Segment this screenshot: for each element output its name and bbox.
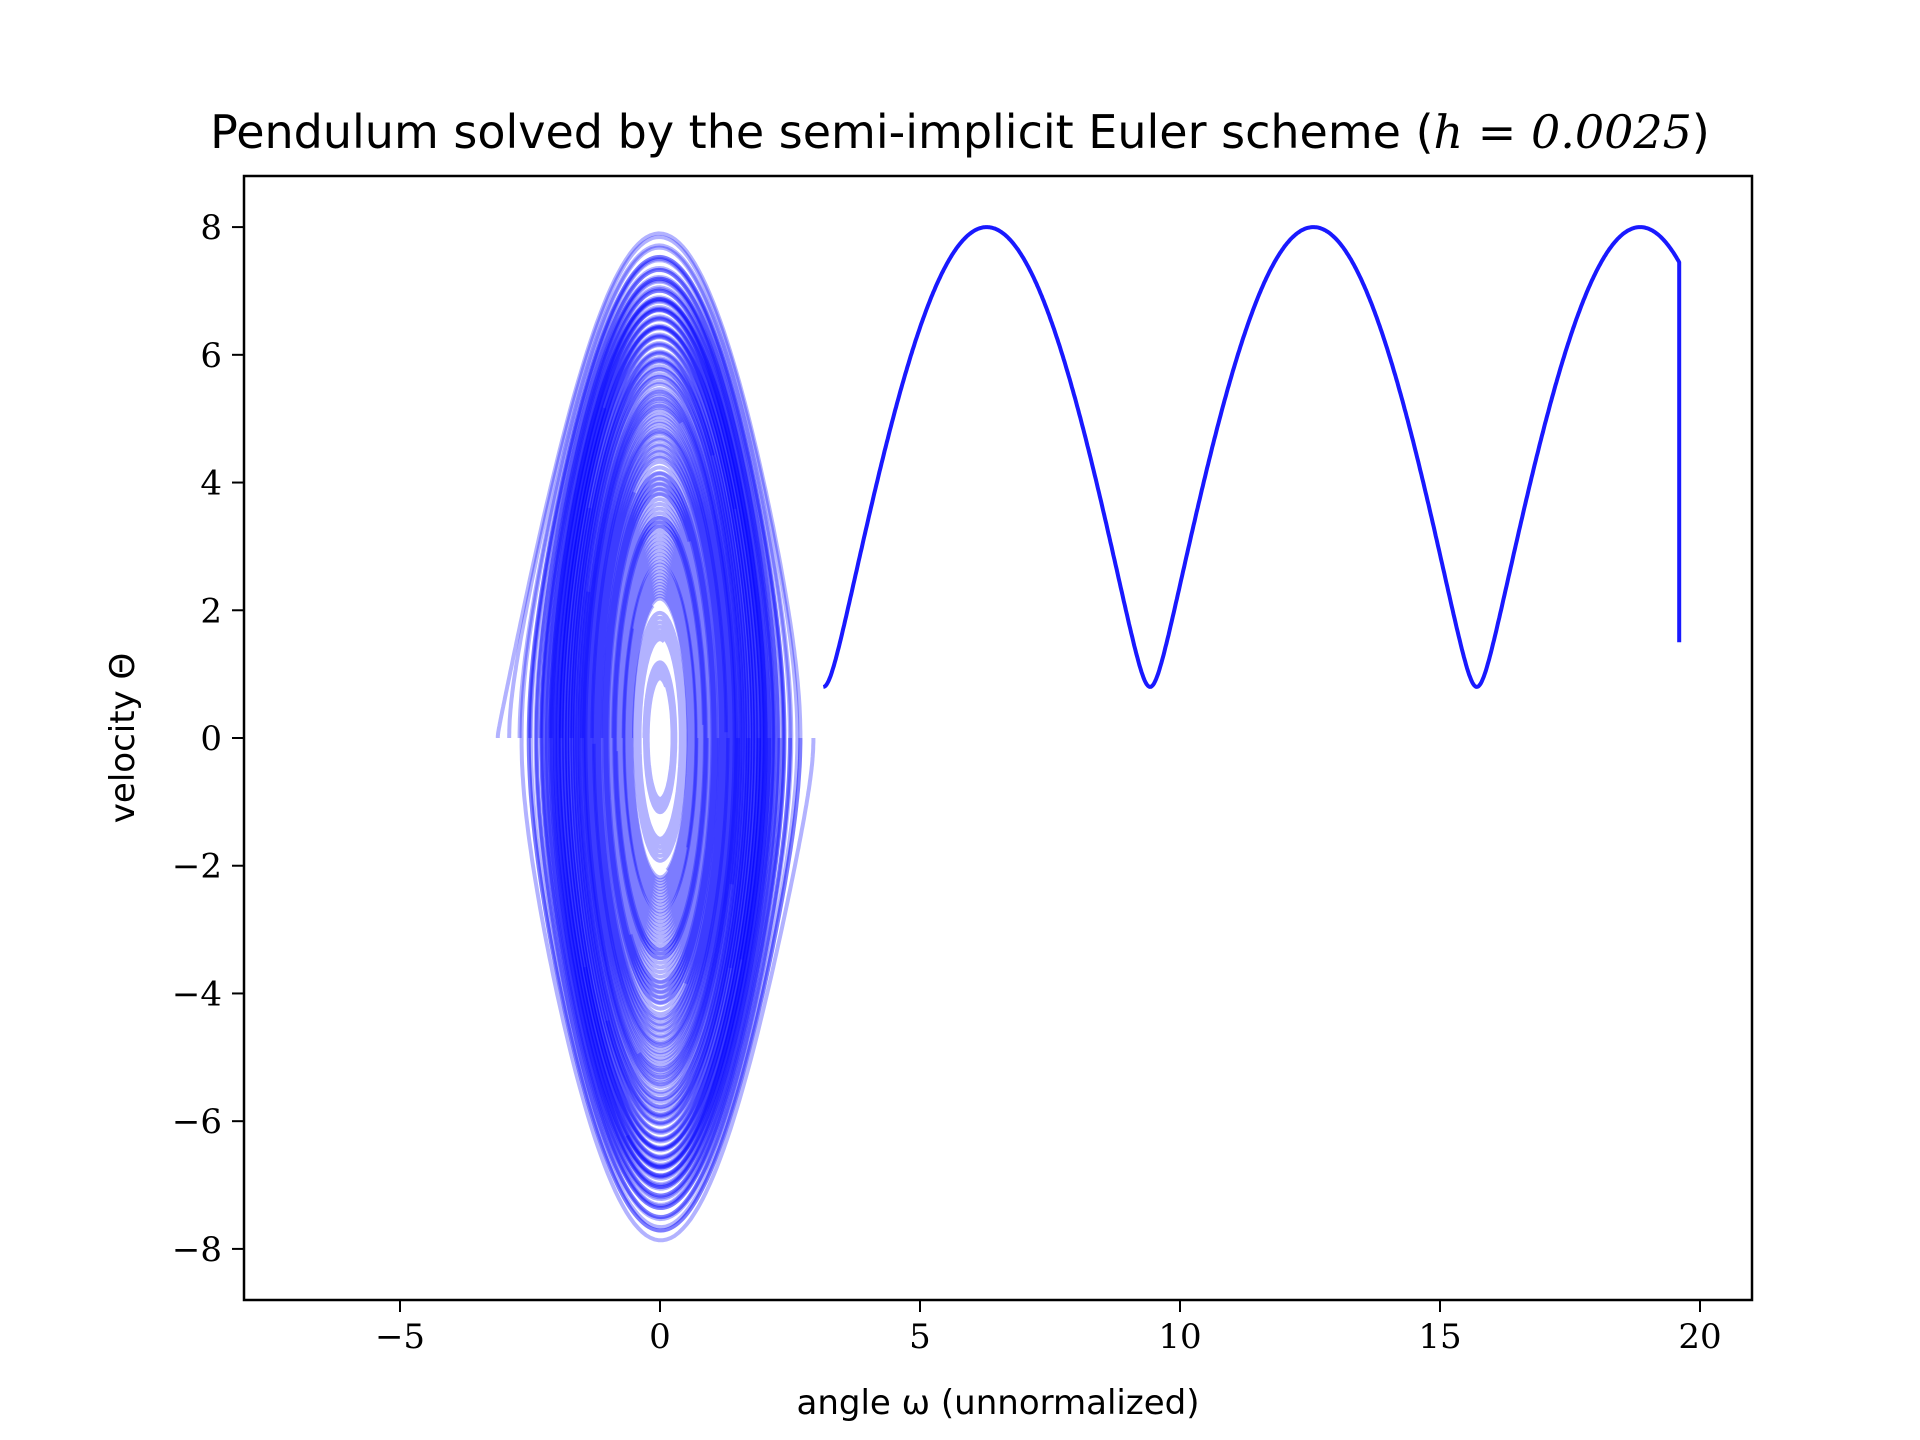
- y-tick-label: 0: [200, 719, 222, 759]
- phase-trajectory: [592, 436, 730, 1046]
- x-tick-label: 15: [1418, 1317, 1461, 1357]
- y-tick-label: 2: [200, 591, 222, 631]
- x-tick-label: 0: [649, 1317, 671, 1357]
- phase-trajectory: [590, 430, 728, 1040]
- phase-trajectory: [543, 285, 782, 1201]
- x-axis: −5 0 5 10 15 20: [375, 1300, 1722, 1357]
- y-axis-label: velocity Θ: [103, 653, 143, 823]
- chart-title-prefix: Pendulum solved by the semi-implicit Eul…: [210, 105, 1433, 159]
- phase-trajectory: [572, 364, 751, 1120]
- y-tick-label: 8: [200, 208, 222, 248]
- phase-trajectory: [622, 566, 699, 914]
- rotating-trajectory: [822, 225, 1682, 689]
- x-tick-label: 5: [909, 1317, 931, 1357]
- y-tick-label: −2: [172, 847, 222, 887]
- x-tick-label: 10: [1158, 1317, 1201, 1357]
- x-tick-label: 20: [1678, 1317, 1721, 1357]
- phase-trajectory: [552, 307, 772, 1179]
- phase-trajectory: [519, 245, 816, 1243]
- phase-trajectory: [507, 235, 800, 1230]
- phase-trajectory: [642, 660, 678, 815]
- phase-trajectory: [602, 477, 720, 1005]
- phase-trajectory: [528, 256, 786, 1209]
- phase-trajectory: [548, 297, 768, 1169]
- phase-trajectory: [559, 324, 758, 1143]
- phase-trajectory: [534, 267, 792, 1220]
- y-tick-label: −4: [172, 974, 222, 1014]
- y-axis: −8 −6 −4 −2 0 2 4 6 8: [172, 208, 244, 1270]
- chart-title: Pendulum solved by the semi-implicit Eul…: [210, 105, 1710, 159]
- phase-trajectory: [621, 562, 698, 910]
- phase-trajectory: [562, 333, 761, 1152]
- chart-title-suffix: ): [1692, 105, 1710, 159]
- y-tick-label: −8: [172, 1230, 222, 1270]
- phase-trajectory: [632, 610, 688, 863]
- phase-trajectory: [611, 516, 708, 956]
- chart-title-math: h = 0.0025: [1434, 105, 1692, 159]
- y-tick-label: 4: [200, 464, 222, 504]
- phase-trajectory: [580, 391, 738, 1078]
- phase-trajectory: [612, 520, 709, 960]
- phase-trajectory: [495, 231, 803, 1233]
- y-tick-label: −6: [172, 1102, 222, 1142]
- phase-trajectory: [538, 275, 777, 1191]
- x-tick-label: −5: [375, 1317, 425, 1357]
- phase-trajectory: [600, 471, 718, 999]
- phase-trajectory: [517, 243, 794, 1222]
- series-layer: [495, 225, 1682, 1243]
- phase-trajectory: [526, 254, 803, 1233]
- phase-trajectory: [582, 398, 740, 1085]
- x-axis-label: angle ω (unnormalized): [797, 1383, 1200, 1423]
- phase-trajectory: [569, 356, 748, 1112]
- y-tick-label: 6: [200, 336, 222, 376]
